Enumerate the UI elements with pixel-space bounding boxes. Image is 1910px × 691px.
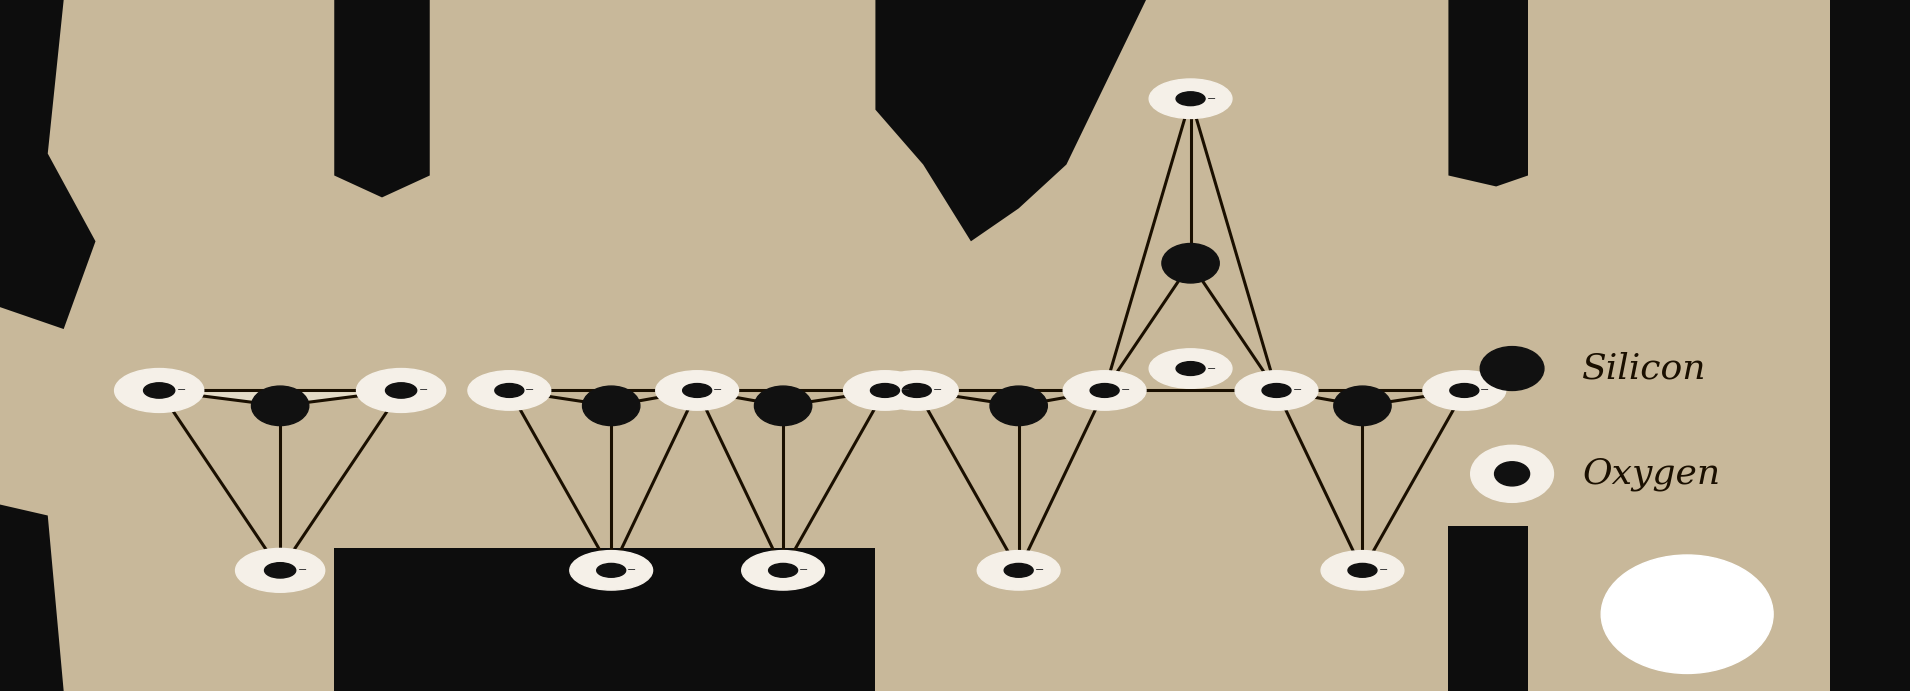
Ellipse shape xyxy=(495,384,523,397)
Circle shape xyxy=(1161,243,1219,283)
Text: −: − xyxy=(902,386,911,395)
Circle shape xyxy=(1480,347,1543,390)
Text: Oxygen: Oxygen xyxy=(1581,457,1721,491)
Circle shape xyxy=(1494,462,1530,486)
Circle shape xyxy=(989,386,1047,426)
Ellipse shape xyxy=(1177,92,1205,106)
Text: −: − xyxy=(1207,363,1217,374)
Text: −: − xyxy=(1207,94,1217,104)
Text: −: − xyxy=(1480,386,1490,395)
Ellipse shape xyxy=(596,563,626,577)
Polygon shape xyxy=(0,0,96,329)
Circle shape xyxy=(754,386,812,426)
Polygon shape xyxy=(0,504,63,691)
Text: −: − xyxy=(1035,565,1045,576)
Ellipse shape xyxy=(1150,79,1232,118)
Ellipse shape xyxy=(1177,361,1205,375)
Ellipse shape xyxy=(682,384,712,397)
Ellipse shape xyxy=(978,551,1060,590)
Ellipse shape xyxy=(875,371,959,410)
Ellipse shape xyxy=(264,562,296,578)
Ellipse shape xyxy=(1322,551,1404,590)
Ellipse shape xyxy=(1348,563,1377,577)
Ellipse shape xyxy=(902,384,932,397)
Polygon shape xyxy=(1448,0,1528,187)
Polygon shape xyxy=(334,0,430,198)
Circle shape xyxy=(1333,386,1390,426)
Circle shape xyxy=(252,386,309,426)
Text: −: − xyxy=(1293,386,1303,395)
Text: Silicon: Silicon xyxy=(1581,352,1708,386)
Ellipse shape xyxy=(386,383,416,398)
Text: −: − xyxy=(932,386,942,395)
Ellipse shape xyxy=(1423,371,1505,410)
Text: −: − xyxy=(626,565,636,576)
Ellipse shape xyxy=(741,551,825,590)
Text: −: − xyxy=(298,565,308,576)
Ellipse shape xyxy=(655,371,739,410)
Ellipse shape xyxy=(1263,384,1291,397)
Ellipse shape xyxy=(1150,349,1232,388)
Polygon shape xyxy=(1448,527,1528,691)
Ellipse shape xyxy=(1005,563,1033,577)
Polygon shape xyxy=(1830,0,1910,691)
Ellipse shape xyxy=(357,368,445,413)
Text: −: − xyxy=(798,565,808,576)
Ellipse shape xyxy=(569,551,653,590)
Ellipse shape xyxy=(844,371,926,410)
Polygon shape xyxy=(875,0,1146,241)
Ellipse shape xyxy=(468,371,550,410)
Ellipse shape xyxy=(235,549,325,592)
Ellipse shape xyxy=(1064,371,1146,410)
Text: −: − xyxy=(525,386,535,395)
Text: −: − xyxy=(178,386,185,395)
Ellipse shape xyxy=(871,384,900,397)
Text: −: − xyxy=(1379,565,1389,576)
Ellipse shape xyxy=(1450,384,1478,397)
Text: −: − xyxy=(418,386,428,395)
Ellipse shape xyxy=(768,563,798,577)
Circle shape xyxy=(583,386,640,426)
Circle shape xyxy=(1471,445,1553,502)
Text: −: − xyxy=(712,386,722,395)
Ellipse shape xyxy=(115,368,204,413)
Text: −: − xyxy=(1121,386,1131,395)
Ellipse shape xyxy=(1091,384,1119,397)
Polygon shape xyxy=(159,390,401,406)
Ellipse shape xyxy=(143,383,176,398)
Circle shape xyxy=(1601,555,1772,674)
Polygon shape xyxy=(334,549,875,691)
Ellipse shape xyxy=(1236,371,1318,410)
